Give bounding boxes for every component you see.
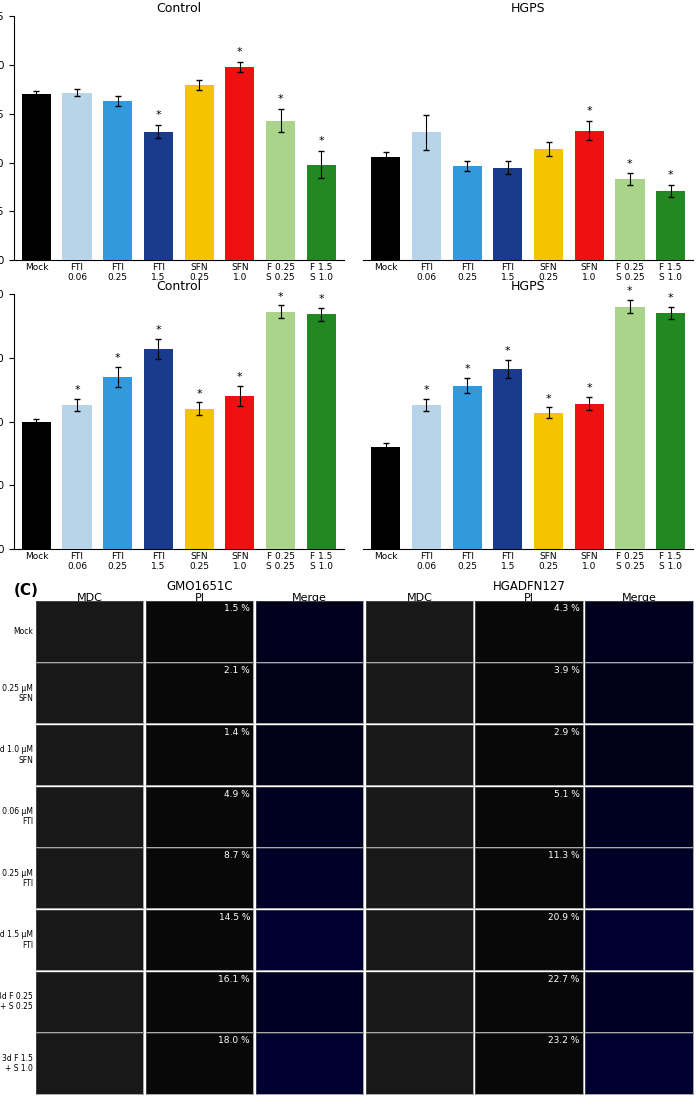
Text: *: * [196,389,202,399]
Text: MDC: MDC [407,592,433,602]
Text: *: * [115,353,120,363]
Bar [615,307,645,550]
Text: 3d 0.06 μM
FTI: 3d 0.06 μM FTI [0,807,33,826]
Text: Mock: Mock [13,628,33,636]
Bar [575,403,604,550]
Text: 5.1 %: 5.1 % [554,789,580,799]
Title: HGPS: HGPS [511,280,545,292]
Text: *: * [278,95,284,104]
Bar [534,412,564,550]
Bar [307,314,336,550]
Bar [144,132,173,260]
Text: 18.0 %: 18.0 % [218,1036,250,1045]
Text: 20.9 %: 20.9 % [548,913,580,922]
Text: 3d 1.5 μM
FTI: 3d 1.5 μM FTI [0,931,33,950]
Text: *: * [318,295,324,304]
Text: 23.2 %: 23.2 % [549,1036,580,1045]
Bar [452,386,482,550]
Bar [494,167,522,260]
Text: 16.1 %: 16.1 % [218,975,250,984]
Bar [266,121,295,260]
Bar [412,404,441,550]
Title: Control: Control [156,2,202,15]
Text: *: * [505,346,511,356]
Text: 11.3 %: 11.3 % [548,852,580,861]
Text: *: * [424,385,429,395]
Text: Merge: Merge [292,592,327,602]
Bar [371,447,400,550]
Text: *: * [627,158,633,168]
Text: PI: PI [524,592,534,602]
Text: *: * [587,384,592,393]
Bar [575,131,604,260]
Text: 2.1 %: 2.1 % [224,666,250,675]
Text: 3d 1.0 μM
SFN: 3d 1.0 μM SFN [0,745,33,765]
Text: *: * [74,385,80,395]
Text: *: * [587,106,592,115]
Text: *: * [668,170,673,180]
Text: *: * [155,110,161,120]
Text: *: * [237,371,243,382]
Text: 3d 0.25 μM
FTI: 3d 0.25 μM FTI [0,868,33,888]
Title: HGPS: HGPS [511,2,545,15]
Text: 3d F 0.25
+ S 0.25: 3d F 0.25 + S 0.25 [0,992,33,1011]
Text: *: * [278,291,284,301]
Text: GMO1651C: GMO1651C [166,580,233,593]
Bar [615,179,645,260]
Text: *: * [464,364,470,375]
Text: *: * [155,324,161,335]
Text: 8.7 %: 8.7 % [224,852,250,861]
Bar [103,101,132,260]
Bar [494,369,522,550]
Bar [62,92,92,260]
Text: *: * [668,292,673,303]
Text: 4.3 %: 4.3 % [554,604,580,613]
Bar [62,404,92,550]
Text: *: * [627,287,633,297]
Bar [225,67,255,260]
Text: 1.5 %: 1.5 % [224,604,250,613]
Text: 14.5 %: 14.5 % [218,913,250,922]
Text: MDC: MDC [76,592,102,602]
Bar [22,95,51,260]
Text: PI: PI [195,592,204,602]
Bar [452,166,482,260]
Bar [185,409,214,550]
Text: *: * [546,393,552,403]
Bar [103,377,132,550]
Text: HGADFN127: HGADFN127 [493,580,566,593]
Bar [656,313,685,550]
Text: (C): (C) [14,582,39,598]
Bar [22,422,51,550]
Text: 3d 0.25 μM
SFN: 3d 0.25 μM SFN [0,684,33,703]
Text: Merge: Merge [622,592,657,602]
Text: 2.9 %: 2.9 % [554,728,580,736]
Bar [144,348,173,550]
Bar [656,191,685,260]
Bar [371,157,400,260]
Bar [225,396,255,550]
Bar [185,85,214,260]
Title: Control: Control [156,280,202,292]
Bar [266,312,295,550]
Text: 3.9 %: 3.9 % [554,666,580,675]
Text: 22.7 %: 22.7 % [549,975,580,984]
Bar [412,133,441,260]
Text: 1.4 %: 1.4 % [224,728,250,736]
Text: 3d F 1.5
+ S 1.0: 3d F 1.5 + S 1.0 [2,1054,33,1073]
Text: 4.9 %: 4.9 % [224,789,250,799]
Text: *: * [318,136,324,146]
Text: *: * [237,47,243,57]
Bar [307,165,336,260]
Bar [534,149,564,260]
